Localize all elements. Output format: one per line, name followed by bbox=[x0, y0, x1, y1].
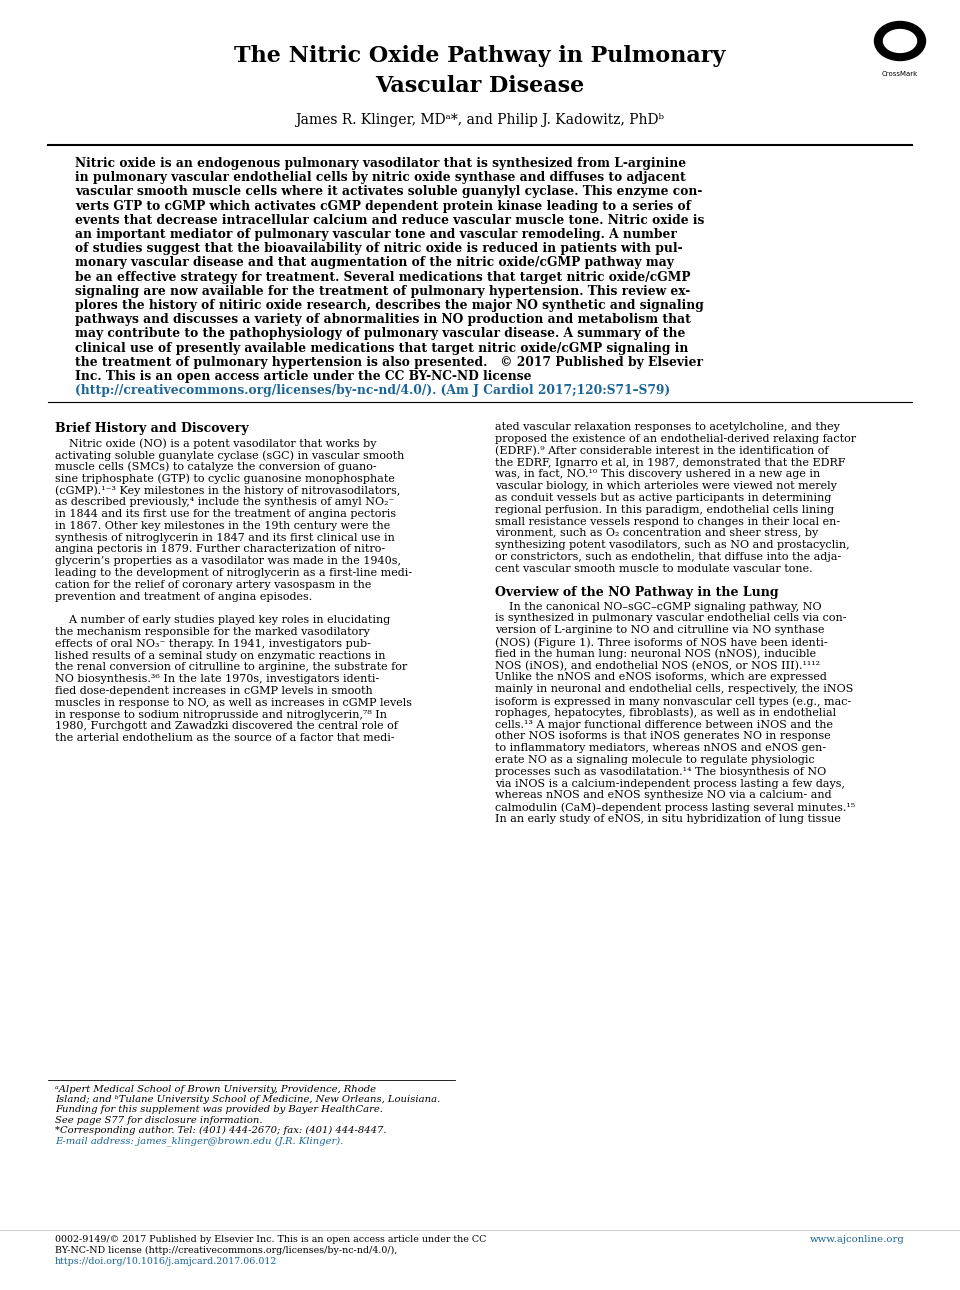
Text: of studies suggest that the bioavailability of nitric oxide is reduced in patien: of studies suggest that the bioavailabil… bbox=[75, 243, 683, 255]
Text: See page S77 for disclosure information.: See page S77 for disclosure information. bbox=[55, 1116, 262, 1125]
Text: (http://creativecommons.org/licenses/by-nc-nd/4.0/). (Am J Cardiol 2017;120:S71–: (http://creativecommons.org/licenses/by-… bbox=[75, 384, 670, 397]
Text: isoform is expressed in many nonvascular cell types (e.g., mac-: isoform is expressed in many nonvascular… bbox=[495, 697, 852, 707]
Text: (cGMP).¹⁻³ Key milestones in the history of nitrovasodilators,: (cGMP).¹⁻³ Key milestones in the history… bbox=[55, 485, 400, 495]
Text: effects of oral NO₃⁻ therapy. In 1941, investigators pub-: effects of oral NO₃⁻ therapy. In 1941, i… bbox=[55, 639, 371, 649]
Text: the EDRF, Ignarro et al, in 1987, demonstrated that the EDRF: the EDRF, Ignarro et al, in 1987, demons… bbox=[495, 458, 846, 467]
Text: in 1844 and its first use for the treatment of angina pectoris: in 1844 and its first use for the treatm… bbox=[55, 510, 396, 519]
Text: plores the history of nitiric oxide research, describes the major NO synthetic a: plores the history of nitiric oxide rese… bbox=[75, 299, 704, 312]
Text: Inc. This is an open access article under the CC BY-NC-ND license: Inc. This is an open access article unde… bbox=[75, 370, 532, 383]
Text: Unlike the nNOS and eNOS isoforms, which are expressed: Unlike the nNOS and eNOS isoforms, which… bbox=[495, 672, 827, 682]
Text: vironment, such as O₂ concentration and sheer stress, by: vironment, such as O₂ concentration and … bbox=[495, 529, 818, 538]
Text: sine triphosphate (GTP) to cyclic guanosine monophosphate: sine triphosphate (GTP) to cyclic guanos… bbox=[55, 473, 395, 484]
Text: rophages, hepatocytes, fibroblasts), as well as in endothelial: rophages, hepatocytes, fibroblasts), as … bbox=[495, 708, 836, 719]
Text: glycerin’s properties as a vasodilator was made in the 1940s,: glycerin’s properties as a vasodilator w… bbox=[55, 556, 401, 566]
Text: fied dose-dependent increases in cGMP levels in smooth: fied dose-dependent increases in cGMP le… bbox=[55, 686, 372, 697]
Text: Overview of the NO Pathway in the Lung: Overview of the NO Pathway in the Lung bbox=[495, 586, 779, 599]
Text: in response to sodium nitroprusside and nitroglycerin,⁷⁸ In: in response to sodium nitroprusside and … bbox=[55, 710, 387, 720]
Text: calmodulin (CaM)–dependent process lasting several minutes.¹⁵: calmodulin (CaM)–dependent process lasti… bbox=[495, 802, 855, 813]
Text: as conduit vessels but as active participants in determining: as conduit vessels but as active partici… bbox=[495, 493, 831, 503]
Text: small resistance vessels respond to changes in their local en-: small resistance vessels respond to chan… bbox=[495, 516, 840, 526]
Text: an important mediator of pulmonary vascular tone and vascular remodeling. A numb: an important mediator of pulmonary vascu… bbox=[75, 228, 677, 241]
Ellipse shape bbox=[875, 22, 925, 61]
Text: Vascular Disease: Vascular Disease bbox=[375, 75, 585, 97]
Text: events that decrease intracellular calcium and reduce vascular muscle tone. Nitr: events that decrease intracellular calci… bbox=[75, 214, 705, 227]
Text: the arterial endothelium as the source of a factor that medi-: the arterial endothelium as the source o… bbox=[55, 733, 395, 743]
Text: 0002-9149/© 2017 Published by Elsevier Inc. This is an open access article under: 0002-9149/© 2017 Published by Elsevier I… bbox=[55, 1235, 487, 1244]
Text: proposed the existence of an endothelial-derived relaxing factor: proposed the existence of an endothelial… bbox=[495, 433, 856, 444]
Text: prevention and treatment of angina episodes.: prevention and treatment of angina episo… bbox=[55, 592, 312, 601]
Text: (EDRF).⁹ After considerable interest in the identification of: (EDRF).⁹ After considerable interest in … bbox=[495, 446, 828, 457]
Text: E-mail address: james_klinger@brown.edu (J.R. Klinger).: E-mail address: james_klinger@brown.edu … bbox=[55, 1136, 344, 1146]
Text: synthesis of nitroglycerin in 1847 and its first clinical use in: synthesis of nitroglycerin in 1847 and i… bbox=[55, 533, 395, 543]
Text: the mechanism responsible for the marked vasodilatory: the mechanism responsible for the marked… bbox=[55, 627, 370, 637]
Text: cent vascular smooth muscle to modulate vascular tone.: cent vascular smooth muscle to modulate … bbox=[495, 564, 812, 574]
Text: synthesizing potent vasodilators, such as NO and prostacyclin,: synthesizing potent vasodilators, such a… bbox=[495, 541, 850, 551]
Text: the renal conversion of citrulline to arginine, the substrate for: the renal conversion of citrulline to ar… bbox=[55, 662, 407, 672]
Text: Nitric oxide is an endogenous pulmonary vasodilator that is synthesized from L-a: Nitric oxide is an endogenous pulmonary … bbox=[75, 157, 686, 170]
Text: Nitric oxide (NO) is a potent vasodilator that works by: Nitric oxide (NO) is a potent vasodilato… bbox=[55, 439, 376, 449]
Ellipse shape bbox=[883, 30, 917, 53]
Text: was, in fact, NO.¹⁰ This discovery ushered in a new age in: was, in fact, NO.¹⁰ This discovery usher… bbox=[495, 470, 820, 480]
Text: CrossMark: CrossMark bbox=[882, 71, 918, 77]
Text: pathways and discusses a variety of abnormalities in NO production and metabolis: pathways and discusses a variety of abno… bbox=[75, 313, 691, 326]
Text: monary vascular disease and that augmentation of the nitric oxide/cGMP pathway m: monary vascular disease and that augment… bbox=[75, 257, 674, 270]
Text: A number of early studies played key roles in elucidating: A number of early studies played key rol… bbox=[55, 615, 391, 626]
Text: muscle cells (SMCs) to catalyze the conversion of guano-: muscle cells (SMCs) to catalyze the conv… bbox=[55, 462, 376, 472]
Text: activating soluble guanylate cyclase (sGC) in vascular smooth: activating soluble guanylate cyclase (sG… bbox=[55, 450, 404, 461]
Text: mainly in neuronal and endothelial cells, respectively, the iNOS: mainly in neuronal and endothelial cells… bbox=[495, 684, 853, 694]
Text: cation for the relief of coronary artery vasospasm in the: cation for the relief of coronary artery… bbox=[55, 579, 372, 590]
Text: muscles in response to NO, as well as increases in cGMP levels: muscles in response to NO, as well as in… bbox=[55, 698, 412, 708]
Text: angina pectoris in 1879. Further characterization of nitro-: angina pectoris in 1879. Further charact… bbox=[55, 544, 385, 555]
Text: www.ajconline.org: www.ajconline.org bbox=[810, 1235, 905, 1244]
Text: is synthesized in pulmonary vascular endothelial cells via con-: is synthesized in pulmonary vascular end… bbox=[495, 614, 847, 623]
Text: version of L-arginine to NO and citrulline via NO synthase: version of L-arginine to NO and citrulli… bbox=[495, 626, 825, 635]
Text: ᵃAlpert Medical School of Brown University, Providence, Rhode: ᵃAlpert Medical School of Brown Universi… bbox=[55, 1085, 376, 1094]
Text: or constrictors, such as endothelin, that diffuse into the adja-: or constrictors, such as endothelin, tha… bbox=[495, 552, 841, 562]
Text: processes such as vasodilatation.¹⁴ The biosynthesis of NO: processes such as vasodilatation.¹⁴ The … bbox=[495, 766, 827, 777]
Text: ated vascular relaxation responses to acetylcholine, and they: ated vascular relaxation responses to ac… bbox=[495, 422, 840, 432]
Text: In the canonical NO–sGC–cGMP signaling pathway, NO: In the canonical NO–sGC–cGMP signaling p… bbox=[495, 601, 822, 611]
Text: the treatment of pulmonary hypertension is also presented.   © 2017 Published by: the treatment of pulmonary hypertension … bbox=[75, 356, 703, 369]
Text: https://doi.org/10.1016/j.amjcard.2017.06.012: https://doi.org/10.1016/j.amjcard.2017.0… bbox=[55, 1256, 277, 1265]
Text: vascular smooth muscle cells where it activates soluble guanylyl cyclase. This e: vascular smooth muscle cells where it ac… bbox=[75, 186, 703, 199]
Text: Island; and ᵇTulane University School of Medicine, New Orleans, Louisiana.: Island; and ᵇTulane University School of… bbox=[55, 1095, 441, 1104]
Text: lished results of a seminal study on enzymatic reactions in: lished results of a seminal study on enz… bbox=[55, 650, 386, 660]
Text: in pulmonary vascular endothelial cells by nitric oxide synthase and diffuses to: in pulmonary vascular endothelial cells … bbox=[75, 172, 685, 184]
Text: cells.¹³ A major functional difference between iNOS and the: cells.¹³ A major functional difference b… bbox=[495, 720, 833, 730]
Text: be an effective strategy for treatment. Several medications that target nitric o: be an effective strategy for treatment. … bbox=[75, 271, 690, 284]
Text: as described previously,⁴ include the synthesis of amyl NO₂⁻: as described previously,⁴ include the sy… bbox=[55, 497, 395, 507]
Text: vascular biology, in which arterioles were viewed not merely: vascular biology, in which arterioles we… bbox=[495, 481, 837, 491]
Text: whereas nNOS and eNOS synthesize NO via a calcium- and: whereas nNOS and eNOS synthesize NO via … bbox=[495, 791, 831, 800]
Text: The Nitric Oxide Pathway in Pulmonary: The Nitric Oxide Pathway in Pulmonary bbox=[234, 45, 726, 67]
Text: James R. Klinger, MDᵃ*, and Philip J. Kadowitz, PhDᵇ: James R. Klinger, MDᵃ*, and Philip J. Ka… bbox=[296, 114, 664, 126]
Text: via iNOS is a calcium-independent process lasting a few days,: via iNOS is a calcium-independent proces… bbox=[495, 779, 845, 788]
Text: NOS (iNOS), and endothelial NOS (eNOS, or NOS III).¹¹¹²: NOS (iNOS), and endothelial NOS (eNOS, o… bbox=[495, 660, 820, 671]
Text: *Corresponding author. Tel: (401) 444-2670; fax: (401) 444-8447.: *Corresponding author. Tel: (401) 444-26… bbox=[55, 1126, 387, 1135]
Text: Brief History and Discovery: Brief History and Discovery bbox=[55, 422, 249, 435]
Text: 1980, Furchgott and Zawadzki discovered the central role of: 1980, Furchgott and Zawadzki discovered … bbox=[55, 721, 397, 731]
Text: to inflammatory mediators, whereas nNOS and eNOS gen-: to inflammatory mediators, whereas nNOS … bbox=[495, 743, 827, 753]
Text: erate NO as a signaling molecule to regulate physiologic: erate NO as a signaling molecule to regu… bbox=[495, 755, 815, 765]
Text: clinical use of presently available medications that target nitric oxide/cGMP si: clinical use of presently available medi… bbox=[75, 342, 688, 355]
Text: In an early study of eNOS, in situ hybridization of lung tissue: In an early study of eNOS, in situ hybri… bbox=[495, 814, 841, 824]
Text: BY-NC-ND license (http://creativecommons.org/licenses/by-nc-nd/4.0/),: BY-NC-ND license (http://creativecommons… bbox=[55, 1246, 397, 1255]
Text: Funding for this supplement was provided by Bayer HealthCare.: Funding for this supplement was provided… bbox=[55, 1106, 383, 1115]
Text: in 1867. Other key milestones in the 19th century were the: in 1867. Other key milestones in the 19t… bbox=[55, 521, 391, 530]
Text: other NOS isoforms is that iNOS generates NO in response: other NOS isoforms is that iNOS generate… bbox=[495, 731, 830, 742]
Text: verts GTP to cGMP which activates cGMP dependent protein kinase leading to a ser: verts GTP to cGMP which activates cGMP d… bbox=[75, 200, 691, 213]
Text: (NOS) (Figure 1). Three isoforms of NOS have been identi-: (NOS) (Figure 1). Three isoforms of NOS … bbox=[495, 637, 828, 648]
Text: leading to the development of nitroglycerin as a first-line medi-: leading to the development of nitroglyce… bbox=[55, 568, 412, 578]
Text: regional perfusion. In this paradigm, endothelial cells lining: regional perfusion. In this paradigm, en… bbox=[495, 504, 834, 515]
Text: signaling are now available for the treatment of pulmonary hypertension. This re: signaling are now available for the trea… bbox=[75, 285, 690, 298]
Text: may contribute to the pathophysiology of pulmonary vascular disease. A summary o: may contribute to the pathophysiology of… bbox=[75, 328, 685, 341]
Text: fied in the human lung: neuronal NOS (nNOS), inducible: fied in the human lung: neuronal NOS (nN… bbox=[495, 649, 816, 659]
Text: NO biosynthesis.³⁶ In the late 1970s, investigators identi-: NO biosynthesis.³⁶ In the late 1970s, in… bbox=[55, 675, 379, 684]
